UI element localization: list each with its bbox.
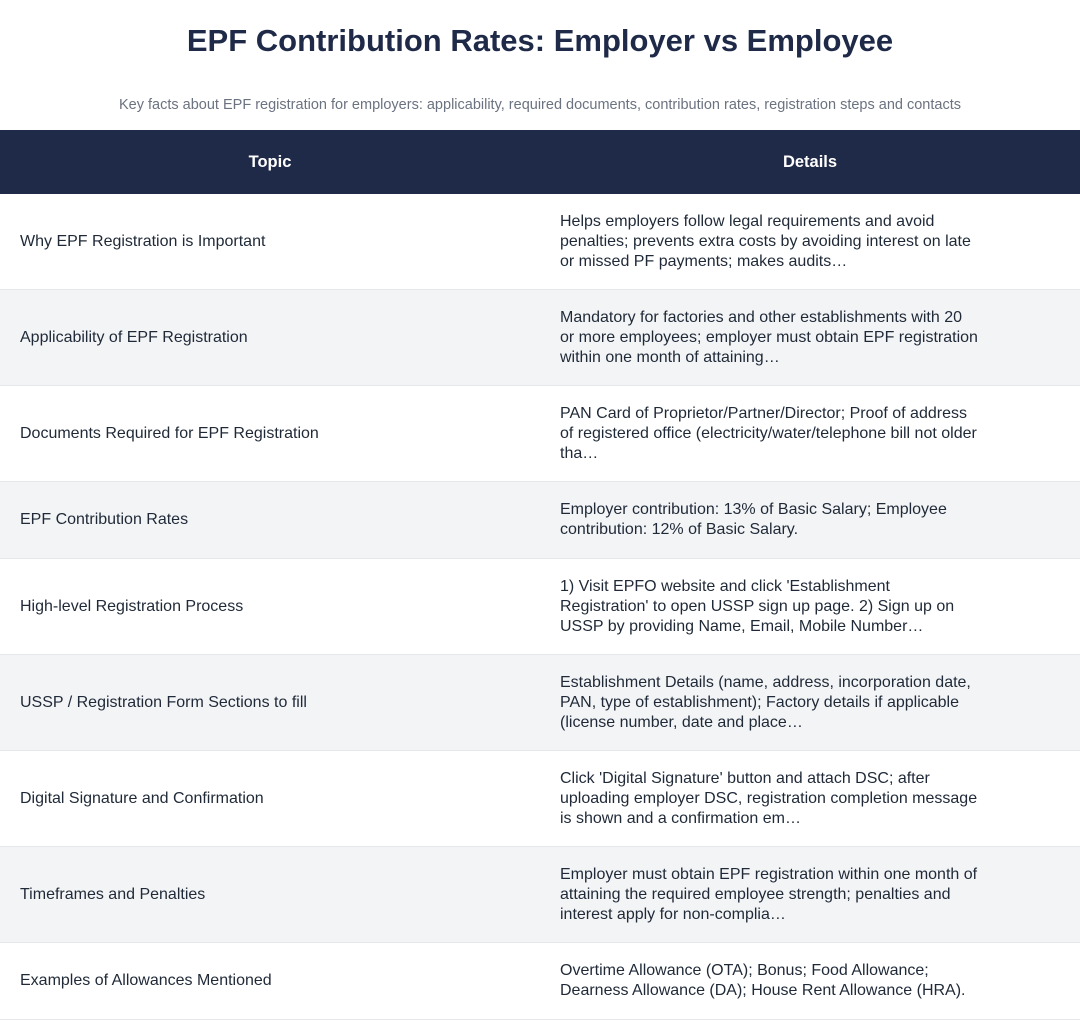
- table-row: EPF Contribution Rates Employer contribu…: [0, 482, 1080, 559]
- details-cell: Employer must obtain EPF registration wi…: [540, 847, 1080, 942]
- details-cell: PAN Card of Proprietor/Partner/Director;…: [540, 386, 1080, 481]
- details-text: Mandatory for factories and other establ…: [560, 308, 978, 366]
- table-row: Timeframes and Penalties Employer must o…: [0, 847, 1080, 943]
- details-text: PAN Card of Proprietor/Partner/Director;…: [560, 404, 977, 462]
- table-row: High-level Registration Process 1) Visit…: [0, 559, 1080, 655]
- table-row: USSP / Registration Form Sections to fil…: [0, 655, 1080, 751]
- details-cell: Establishment Details (name, address, in…: [540, 655, 1080, 750]
- table-header-row: Topic Details: [0, 130, 1080, 194]
- topic-cell: Why EPF Registration is Important: [20, 232, 266, 250]
- details-text: Employer contribution: 13% of Basic Sala…: [560, 501, 947, 538]
- table-row: Examples of Allowances Mentioned Overtim…: [0, 943, 1080, 1020]
- details-text: Employer must obtain EPF registration wi…: [560, 865, 978, 923]
- page-subtitle: Key facts about EPF registration for emp…: [119, 97, 961, 113]
- topic-cell: Examples of Allowances Mentioned: [20, 972, 272, 989]
- details-cell: Mandatory for factories and other establ…: [540, 290, 1080, 385]
- topic-cell: USSP / Registration Form Sections to fil…: [20, 693, 307, 711]
- topic-cell: Timeframes and Penalties: [20, 885, 206, 903]
- details-text: Overtime Allowance (OTA); Bonus; Food Al…: [560, 962, 966, 999]
- details-text: Click 'Digital Signature' button and att…: [560, 769, 978, 827]
- table-row: Digital Signature and Confirmation Click…: [0, 751, 1080, 847]
- details-text: Establishment Details (name, address, in…: [560, 673, 971, 731]
- table-row: Applicability of EPF Registration Mandat…: [0, 290, 1080, 386]
- topic-cell: Documents Required for EPF Registration: [20, 424, 319, 442]
- page-title: EPF Contribution Rates: Employer vs Empl…: [186, 23, 894, 58]
- details-cell: 1) Visit EPFO website and click 'Establi…: [540, 559, 1080, 654]
- details-cell: Employer contribution: 13% of Basic Sala…: [540, 482, 1080, 558]
- table-row: Why EPF Registration is Important Helps …: [0, 194, 1080, 290]
- topic-cell: Applicability of EPF Registration: [20, 328, 248, 346]
- topic-cell: High-level Registration Process: [20, 597, 244, 615]
- topic-cell: EPF Contribution Rates: [20, 511, 189, 528]
- epf-facts-table: Topic Details Why EPF Registration is Im…: [0, 130, 1080, 1020]
- topic-cell: Digital Signature and Confirmation: [20, 789, 264, 807]
- details-cell: Overtime Allowance (OTA); Bonus; Food Al…: [540, 943, 1080, 1019]
- column-header-topic: Topic: [248, 152, 292, 171]
- details-cell: Helps employers follow legal requirement…: [540, 194, 1080, 289]
- table-row: Documents Required for EPF Registration …: [0, 386, 1080, 482]
- column-header-details: Details: [782, 152, 838, 171]
- details-text: 1) Visit EPFO website and click 'Establi…: [560, 577, 955, 635]
- details-cell: Click 'Digital Signature' button and att…: [540, 751, 1080, 846]
- details-text: Helps employers follow legal requirement…: [560, 212, 971, 270]
